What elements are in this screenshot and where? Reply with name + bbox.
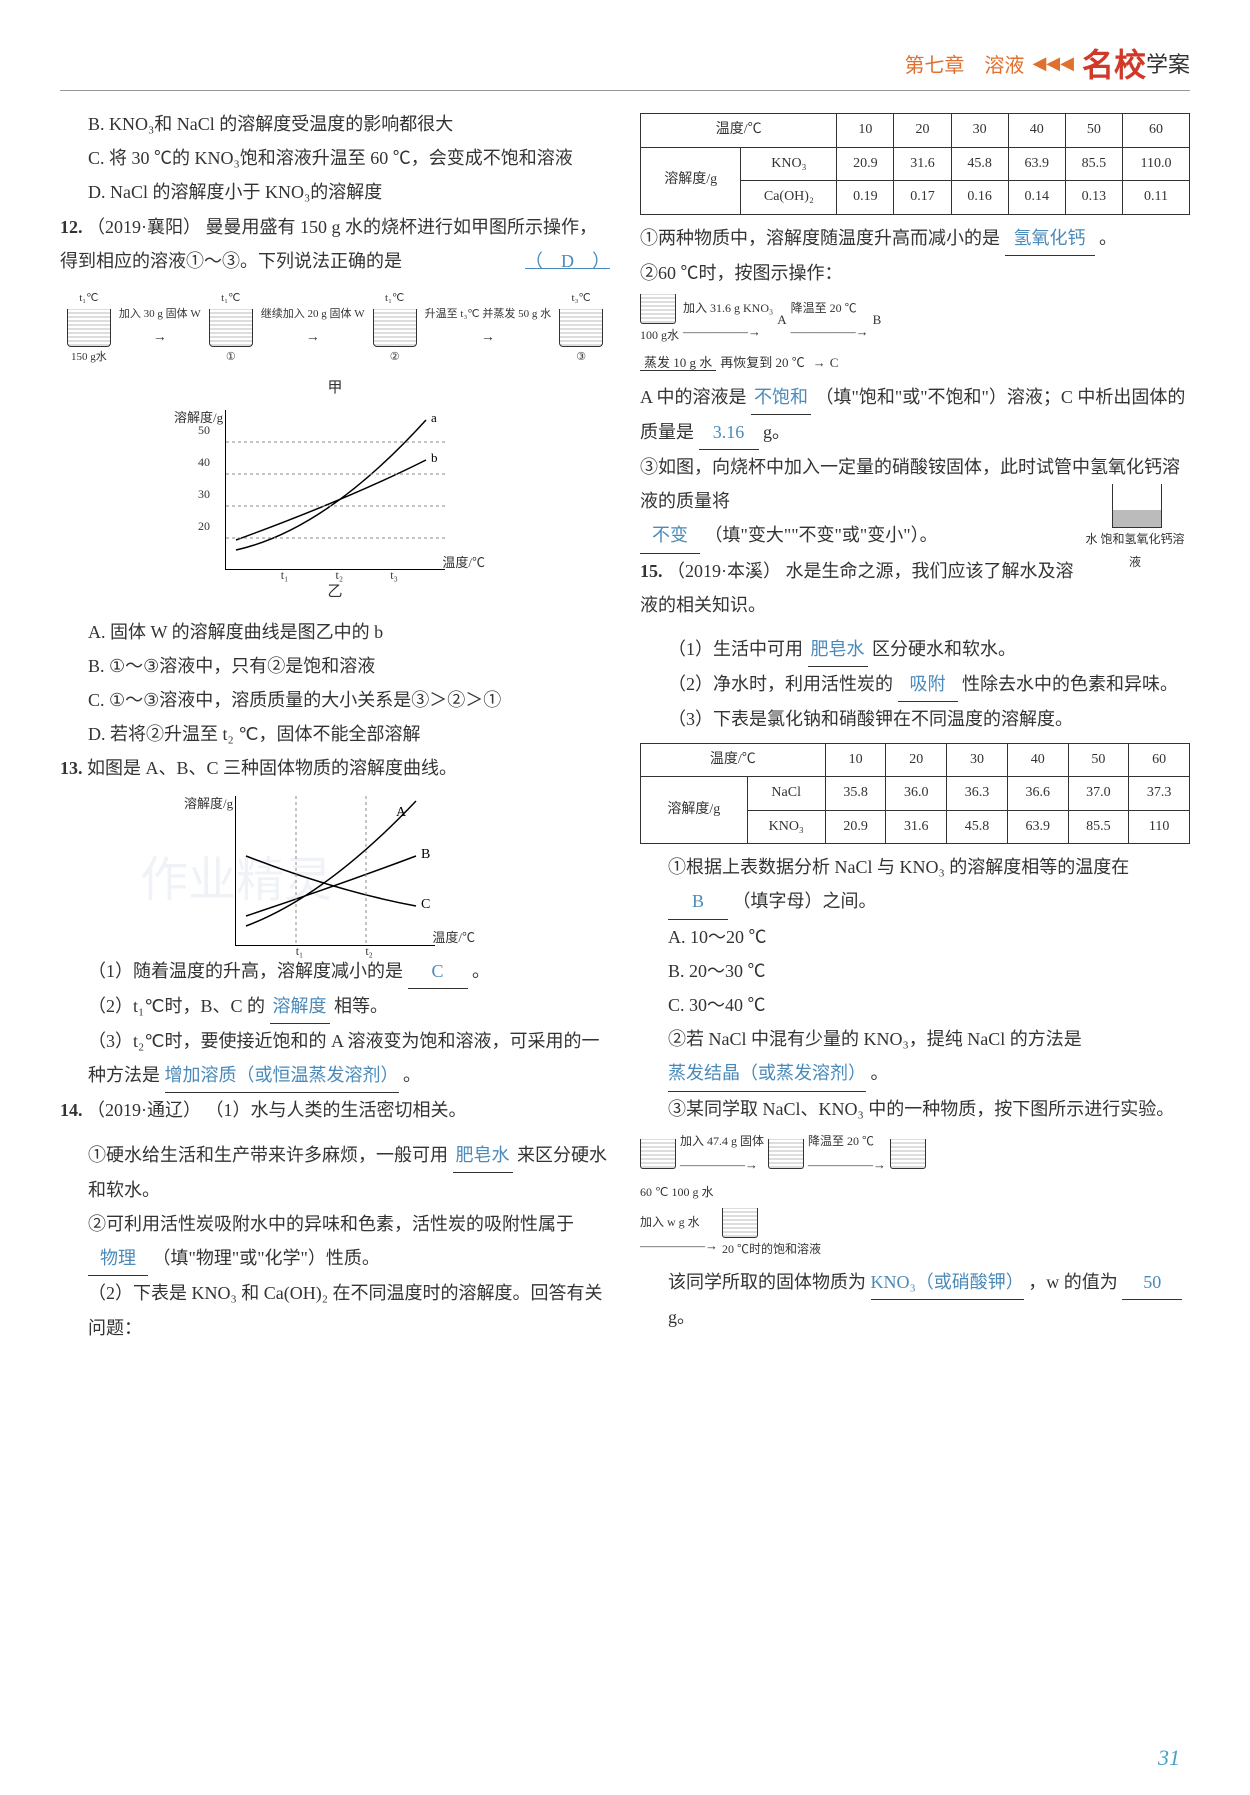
p1: ①两种物质中，溶解度随温度升高而减小的是 氢氧化钙 。: [640, 221, 1190, 256]
q12-source: （2019·襄阳）: [87, 217, 201, 237]
q14-text: （1）水与人类的生活密切相关。: [206, 1100, 467, 1120]
table-1: 温度/℃ 10 20 30 40 50 60 溶解度/g KNO₃ 20.9 3…: [640, 113, 1190, 215]
q15-3-1-c: C. 30～40 ℃: [640, 988, 1190, 1022]
svg-text:C: C: [421, 897, 430, 912]
q14-2: ②可利用活性炭吸附水中的异味和色素，活性炭的吸附性属于 物理 （填"物理"或"化…: [60, 1207, 610, 1276]
page-header: 第七章 溶液 ◀◀◀ 名校 学案: [60, 40, 1190, 91]
beaker-icon: [559, 309, 603, 347]
right-column: 温度/℃ 10 20 30 40 50 60 溶解度/g KNO₃ 20.9 3…: [640, 107, 1190, 1345]
q15-3-1: ①根据上表数据分析 NaCl 与 KNO₃ 的溶解度相等的温度在 B （填字母）…: [640, 850, 1190, 919]
q15-1: （1）生活中可用 肥皂水 区分硬水和软水。: [640, 632, 1190, 667]
page-number: 31: [1158, 1745, 1180, 1771]
svg-text:b: b: [431, 450, 438, 465]
curve-svg: a b: [226, 410, 446, 570]
q13: 13. 如图是 A、B、C 三种固体物质的溶解度曲线。: [60, 751, 610, 785]
q15-3-1-a: A. 10～20 ℃: [640, 920, 1190, 954]
graph-yi: 溶解度/g 温度/℃ 20 30 40 50 t₁ t₂ t₃ a b: [60, 410, 610, 607]
q13-text: 如图是 A、B、C 三种固体物质的溶解度曲线。: [87, 758, 457, 778]
svg-text:B: B: [421, 847, 430, 862]
opt-b: B. KNO₃和 NaCl 的溶解度受温度的影响都很大: [60, 107, 610, 141]
p3: A 中的溶液是 不饱和 （填"饱和"或"不饱和"）溶液；C 中析出固体的质量是 …: [640, 380, 1190, 450]
q13-3: （3）t₂℃时，要使接近饱和的 A 溶液变为饱和溶液，可采用的一种方法是 增加溶…: [60, 1024, 610, 1093]
q12-opt-b: B. ①～③溶液中，只有②是饱和溶液: [60, 649, 610, 683]
q15-3-1-b: B. 20～30 ℃: [640, 954, 1190, 988]
q14: 14. （2019·通辽） （1）水与人类的生活密切相关。: [60, 1093, 610, 1127]
flow2b: 加入 w g 水―――――→ 20 ℃时的饱和溶液: [640, 1208, 1190, 1261]
opt-d: D. NaCl 的溶解度小于 KNO₃的溶解度: [60, 175, 610, 209]
beaker-icon: [67, 309, 111, 347]
q12-answer: （ D ）: [525, 244, 610, 278]
flow1b: 蒸发 10 g 水再恢复到 20 ℃ →C: [640, 351, 1190, 376]
q15-2: （2）净水时，利用活性炭的 吸附 性除去水中的色素和异味。: [640, 667, 1190, 702]
q15-3-3: ③某同学取 NaCl、KNO₃ 中的一种物质，按下图所示进行实验。: [640, 1092, 1190, 1126]
opt-c: C. 将 30 ℃的 KNO₃饱和溶液升温至 60 ℃，会变成不饱和溶液: [60, 141, 610, 175]
flow2-start: 60 ℃ 100 g 水: [640, 1181, 1190, 1204]
brand-sub: 学案: [1146, 47, 1190, 79]
q14-3: （2）下表是 KNO₃ 和 Ca(OH)₂ 在不同温度时的溶解度。回答有关问题：: [60, 1276, 610, 1344]
q15-3: （3）下表是氯化钠和硝酸钾在不同温度的溶解度。: [640, 702, 1190, 736]
p4: ③如图，向烧杯中加入一定量的硝酸铵固体，此时试管中氢氧化钙溶液的质量将 水 饱和…: [640, 450, 1190, 554]
q14-num: 14.: [60, 1100, 83, 1120]
left-column: B. KNO₃和 NaCl 的溶解度受温度的影响都很大 C. 将 30 ℃的 K…: [60, 107, 610, 1345]
beaker-tube-icon: [1112, 484, 1162, 528]
q14-1: ①硬水给生活和生产带来许多麻烦，一般可用 肥皂水 来区分硬水和软水。: [60, 1138, 610, 1207]
table-2: 温度/℃ 10 20 30 40 50 60 溶解度/g NaCl 35.8 3…: [640, 743, 1190, 845]
beaker-icon: [373, 309, 417, 347]
q15-source: （2019·本溪）: [667, 561, 781, 581]
beaker-icon: [640, 1139, 676, 1169]
content-columns: B. KNO₃和 NaCl 的溶解度受温度的影响都很大 C. 将 30 ℃的 K…: [60, 107, 1190, 1345]
q12-opt-a: A. 固体 W 的溶解度曲线是图乙中的 b: [60, 615, 610, 649]
q15-3-3-ans: 该同学所取的固体物质为 KNO₃（或硝酸钾） ，w 的值为 50 g。: [640, 1265, 1190, 1334]
q12-opt-d: D. 若将②升温至 t₂ ℃，固体不能全部溶解: [60, 717, 610, 751]
q13-num: 13.: [60, 758, 83, 778]
q14-source: （2019·通辽）: [87, 1100, 201, 1120]
flow1: 100 g水 加入 31.6 g KNO₃―――――→ A 降温至 20 ℃――…: [640, 294, 1190, 347]
diagram-jia: t₁℃ 150 g水 加入 30 g 固体 W→ t₁℃ ① 继续加入 20 g…: [60, 288, 610, 402]
q13-1: （1）随着温度的升高，溶解度减小的是 C 。: [60, 954, 610, 989]
q15-num: 15.: [640, 561, 663, 581]
q12-num: 12.: [60, 217, 83, 237]
diagram-jia-caption: 甲: [60, 374, 610, 403]
beaker-icon: [722, 1208, 758, 1238]
curve-abc: A B C: [236, 796, 436, 946]
q13-2: （2）t₁℃时，B、C 的 溶解度 相等。: [60, 989, 610, 1024]
p2: ②60 ℃时，按图示操作：: [640, 256, 1190, 290]
q12: 12. （2019·襄阳） 曼曼用盛有 150 g 水的烧杯进行如甲图所示操作，…: [60, 210, 610, 278]
header-arrows: ◀◀◀: [1032, 53, 1074, 74]
beaker-icon: [640, 294, 676, 324]
svg-text:A: A: [396, 805, 407, 820]
beaker-icon: [768, 1139, 804, 1169]
graph-abc: 溶解度/g 温度/℃ t₁ t₂ A B C: [60, 796, 610, 946]
brand: 名校: [1082, 40, 1146, 86]
q12-opt-c: C. ①～③溶液中，溶质质量的大小关系是③＞②＞①: [60, 683, 610, 717]
q15-3-2: ②若 NaCl 中混有少量的 KNO₃，提纯 NaCl 的方法是 蒸发结晶（或蒸…: [640, 1022, 1190, 1091]
svg-text:a: a: [431, 410, 437, 425]
beaker-icon: [890, 1139, 926, 1169]
flow2: 加入 47.4 g 固体―――――→ 降温至 20 ℃―――――→: [640, 1130, 1190, 1177]
chapter-title: 第七章 溶液: [904, 49, 1024, 78]
beaker-icon: [209, 309, 253, 347]
